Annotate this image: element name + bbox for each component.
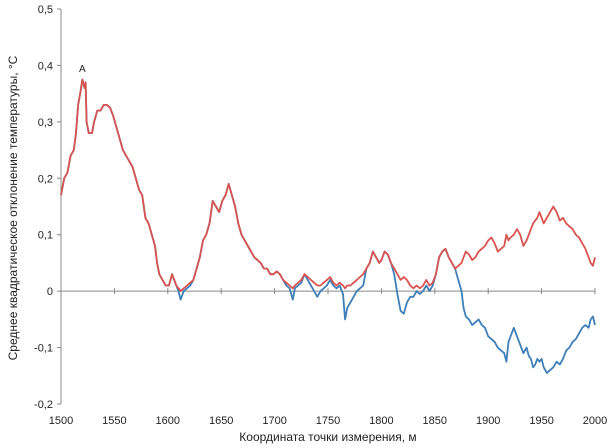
x-tick-label: 1950 <box>529 415 553 427</box>
annotations: A <box>79 64 86 75</box>
y-tick-label: 0,1 <box>38 230 53 242</box>
y-tick-label: 0,5 <box>38 4 53 16</box>
x-tick-label: 1750 <box>316 415 340 427</box>
series-layer <box>60 78 596 374</box>
x-tick-label: 1700 <box>262 415 286 427</box>
series-line-2 <box>60 78 596 292</box>
x-tick-label: 1500 <box>49 415 73 427</box>
y-tick-label: 0,4 <box>38 60 53 72</box>
x-tick-label: 1600 <box>156 415 180 427</box>
y-tick-label: -0,1 <box>34 343 53 355</box>
x-tick-label: 1900 <box>476 415 500 427</box>
tick-labels: 1500 1550 1600 1650 1700 1750 1800 1850 1900 1950… <box>34 4 607 427</box>
x-tick-label: 1850 <box>423 415 447 427</box>
y-axis-title: Среднее квадратическое отклонение темпер… <box>6 55 20 360</box>
x-tick-label: 2000 <box>583 415 607 427</box>
x-tick-label: 1550 <box>102 415 126 427</box>
x-tick-label: 1650 <box>209 415 233 427</box>
y-tick-label: -0,2 <box>34 399 53 411</box>
annotation-label: A <box>79 64 86 75</box>
x-axis-title: Координата точки измерения, м <box>239 430 416 444</box>
y-tick-label: 0,3 <box>38 117 53 129</box>
x-tick-label: 1800 <box>369 415 393 427</box>
y-tick-label: 0 <box>47 286 53 298</box>
y-tick-label: 0,2 <box>38 173 53 185</box>
axes <box>57 8 596 405</box>
